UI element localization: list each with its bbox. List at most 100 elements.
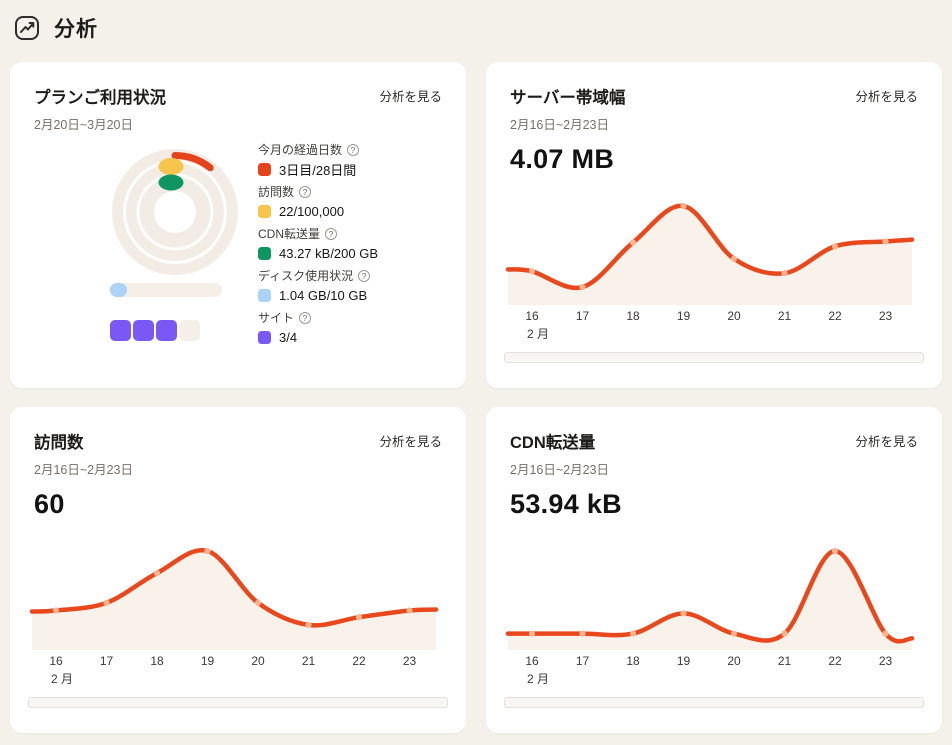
- date-range: 2月20日~3月20日: [34, 118, 134, 132]
- data-point-marker: [153, 570, 161, 577]
- site-slot-used: [156, 320, 177, 341]
- data-point-marker: [528, 268, 536, 275]
- data-point-marker: [355, 614, 363, 621]
- area-fill: [508, 205, 912, 305]
- trending-chart-icon: [15, 16, 39, 40]
- axis-tick-label: 18: [150, 654, 164, 668]
- legend-swatch: [258, 288, 271, 302]
- data-point-marker: [579, 630, 586, 637]
- ring-center-hole: [154, 191, 196, 233]
- axis-tick-label: 20: [727, 309, 741, 323]
- trend-line: [505, 203, 915, 291]
- data-point-marker: [831, 547, 839, 555]
- axis-tick-label: 17: [575, 309, 590, 323]
- legend-item: 今月の経過日数? 3日目/28日間: [258, 142, 378, 178]
- server-bandwidth-card: サーバー帯域幅 分析を見る 2月16日~2月23日 4.07 MB 16 17 18…: [486, 62, 942, 388]
- data-point-marker: [579, 284, 586, 291]
- axis-tick-label: 18: [626, 654, 640, 668]
- axis-tick-label: 20: [727, 654, 741, 668]
- axis-tick-label: 16: [49, 654, 63, 668]
- site-slot-used: [133, 320, 154, 341]
- help-icon[interactable]: ?: [325, 227, 337, 240]
- view-analytics-link[interactable]: 分析を見る: [855, 435, 918, 449]
- axis-tick-label: 21: [777, 309, 792, 323]
- view-analytics-link[interactable]: 分析を見る: [379, 90, 442, 104]
- chart-scrollbar[interactable]: [504, 352, 924, 363]
- axis-tick-label: 22: [352, 654, 366, 668]
- legend-label: 今月の経過日数: [258, 143, 343, 157]
- date-range: 2月16日~2月23日: [510, 463, 610, 477]
- data-point-marker: [882, 630, 889, 637]
- trend-line: [29, 547, 439, 628]
- axis-tick-label: 21: [777, 654, 792, 668]
- axis-tick-label: 21: [301, 654, 316, 668]
- legend-swatch: [258, 204, 271, 218]
- legend-value: 22/100,000: [279, 203, 345, 219]
- data-point-marker: [52, 607, 60, 614]
- card-title: 訪問数: [34, 434, 84, 452]
- help-icon[interactable]: ?: [299, 311, 312, 324]
- area-chart: [29, 547, 439, 650]
- month-label: 2 月: [526, 327, 550, 341]
- help-icon[interactable]: ?: [347, 143, 360, 156]
- legend-item: サイト? 3/4: [258, 310, 378, 345]
- axis-tick-label: 16: [525, 654, 539, 668]
- legend-label: ディスク使用状況: [258, 269, 354, 283]
- axis-tick-label: 22: [828, 654, 842, 668]
- axis-tick-label: 19: [676, 309, 691, 323]
- legend-item: ディスク使用状況? 1.04 GB/10 GB: [258, 268, 378, 303]
- axis-tick-label: 22: [828, 309, 842, 323]
- card-title: CDN転送量: [510, 434, 596, 452]
- legend-value: 3日目/28日間: [279, 162, 357, 178]
- axis-tick-label: 18: [626, 309, 640, 323]
- data-point-marker: [103, 599, 110, 606]
- total-value: 53.94 kB: [510, 489, 622, 519]
- month-label: 2 月: [526, 672, 550, 686]
- chart-scrollbar[interactable]: [504, 697, 924, 708]
- data-point-marker: [629, 630, 637, 637]
- axis-tick-label: 23: [402, 654, 417, 668]
- chart-scrollbar[interactable]: [28, 697, 448, 708]
- data-point-marker: [730, 630, 738, 637]
- month-label: 2 月: [50, 672, 74, 686]
- axis-tick-label: 17: [99, 654, 114, 668]
- legend-value: 1.04 GB/10 GB: [279, 287, 368, 303]
- help-icon[interactable]: ?: [299, 185, 312, 198]
- total-value: 4.07 MB: [510, 144, 615, 174]
- legend-label: 訪問数: [258, 185, 295, 199]
- help-icon[interactable]: ?: [358, 269, 371, 282]
- data-point-marker: [254, 599, 262, 606]
- disk-usage-fill: [110, 283, 127, 297]
- data-point-marker: [882, 238, 889, 245]
- legend-swatch: [258, 162, 271, 176]
- days-elapsed-arc: [171, 152, 214, 172]
- cards-grid: プランご利用状況 分析を見る 2月20日~3月20日 今月の経過日数? 3日目/…: [10, 62, 942, 733]
- axis-tick-label: 20: [251, 654, 265, 668]
- view-analytics-link[interactable]: 分析を見る: [379, 435, 442, 449]
- data-point-marker: [680, 610, 687, 617]
- cdn-arc-dot: [158, 174, 184, 191]
- data-point-marker: [680, 202, 687, 210]
- axis-tick-label: 23: [878, 654, 893, 668]
- data-point-marker: [781, 270, 788, 277]
- x-axis: 16 17 18 19 20 21 22 23 2 月: [32, 654, 436, 688]
- area-chart: [505, 547, 915, 650]
- view-analytics-link[interactable]: 分析を見る: [855, 90, 918, 104]
- page-header: 分析: [14, 13, 98, 43]
- card-title: サーバー帯域幅: [510, 89, 626, 107]
- usage-rings-chart: [112, 149, 238, 275]
- cdn-transfer-card: CDN転送量 分析を見る 2月16日~2月23日 53.94 kB 16 17 18…: [486, 407, 942, 733]
- plan-usage-card: プランご利用状況 分析を見る 2月20日~3月20日 今月の経過日数? 3日目/…: [10, 62, 466, 388]
- trend-line: [505, 548, 915, 644]
- data-point-marker: [305, 621, 312, 628]
- legend-value: 3/4: [279, 329, 298, 345]
- data-point-marker: [831, 243, 839, 250]
- site-slots: [110, 320, 200, 341]
- page-title: 分析: [54, 18, 98, 41]
- x-axis: 16 17 18 19 20 21 22 23 2 月: [508, 654, 912, 688]
- area-fill: [508, 551, 912, 650]
- date-range: 2月16日~2月23日: [510, 118, 610, 132]
- data-point-marker: [406, 607, 413, 614]
- axis-tick-label: 19: [200, 654, 215, 668]
- visits-arc-dot: [158, 158, 184, 175]
